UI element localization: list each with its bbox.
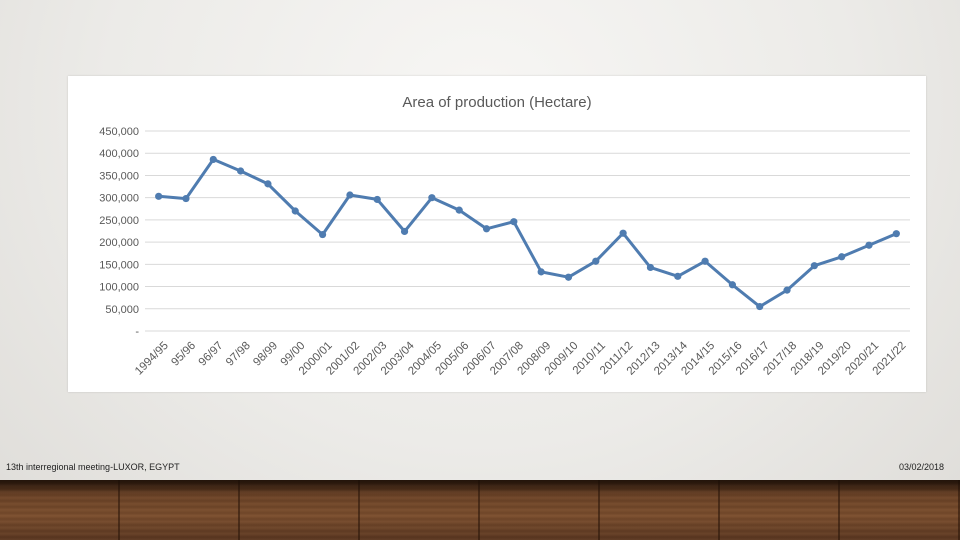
data-point — [592, 257, 600, 265]
data-point — [346, 191, 354, 199]
line-chart: Area of production (Hectare) - 50,000 100,… — [99, 94, 910, 378]
y-tick-label: 450,000 — [99, 126, 139, 138]
chart-title: Area of production (Hectare) — [402, 94, 591, 111]
data-point — [264, 180, 272, 188]
data-point — [728, 281, 737, 289]
wood-floor-background — [0, 480, 960, 540]
data-point — [810, 262, 818, 270]
data-point — [674, 272, 682, 280]
data-point — [537, 268, 545, 276]
data-point — [428, 194, 436, 202]
x-tick-label: 98/99 — [251, 340, 280, 369]
data-point — [237, 167, 245, 175]
y-tick-label: 400,000 — [99, 148, 139, 160]
data-point — [564, 273, 573, 281]
data-point — [701, 257, 709, 265]
chart-panel: Area of production (Hectare) - 50,000 100,… — [68, 76, 926, 392]
x-tick-label: 95/96 — [169, 340, 198, 369]
y-tick-label: 100,000 — [99, 282, 139, 294]
y-tick-label: - — [135, 326, 139, 338]
data-point — [373, 195, 381, 204]
data-point — [400, 227, 409, 236]
y-tick-label: 150,000 — [99, 259, 139, 271]
data-point — [155, 192, 163, 200]
data-point — [865, 241, 873, 249]
data-point — [182, 194, 190, 203]
data-point — [291, 207, 299, 215]
data-point — [209, 155, 217, 164]
data-point — [619, 229, 627, 237]
x-tick-label: 97/98 — [224, 340, 253, 369]
series-line — [157, 157, 898, 309]
data-point — [838, 253, 846, 261]
y-tick-label: 50,000 — [105, 304, 139, 316]
data-point — [318, 230, 327, 239]
data-point — [892, 230, 900, 238]
x-tick-label: 96/97 — [197, 340, 226, 369]
data-point — [783, 286, 791, 294]
y-tick-label: 350,000 — [99, 170, 139, 182]
data-point — [756, 302, 764, 311]
data-point — [646, 263, 655, 272]
data-point — [510, 218, 518, 226]
footer-meeting-label: 13th interregional meeting-LUXOR, EGYPT — [6, 462, 180, 472]
y-tick-label: 200,000 — [99, 237, 139, 249]
y-tick-label: 250,000 — [99, 215, 139, 227]
y-tick-label: 300,000 — [99, 193, 139, 205]
x-tick-label: 1994/95 — [133, 340, 171, 378]
footer-date: 03/02/2018 — [898, 462, 944, 472]
data-point — [482, 225, 491, 233]
data-point — [455, 206, 463, 214]
